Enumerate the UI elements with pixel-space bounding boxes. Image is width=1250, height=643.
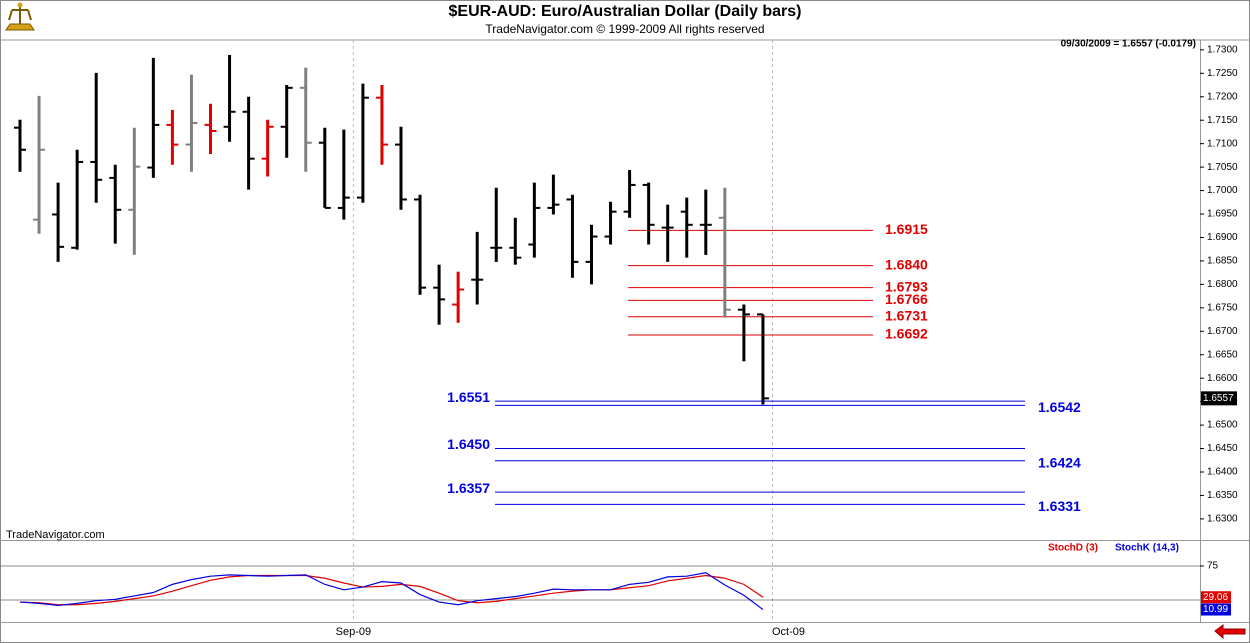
watermark: TradeNavigator.com (6, 529, 105, 541)
y-tick-label: 1.7150 (1207, 115, 1238, 126)
y-tick-label: 1.6800 (1207, 279, 1238, 290)
level-label: 1.6551 (447, 389, 490, 405)
y-tick-label: 1.6950 (1207, 209, 1238, 220)
y-tick-label: 1.6700 (1207, 326, 1238, 337)
last-value-label: 29.06 (1203, 592, 1228, 603)
level-label: 1.6450 (447, 436, 490, 452)
level-label: 1.6793 (885, 278, 928, 294)
y-tick-label: 75 (1207, 561, 1219, 572)
status: 09/30/2009 = 1.6557 (-0.0179) (1061, 39, 1196, 50)
nav-arrow[interactable] (1214, 624, 1246, 640)
last-price-label: 1.6557 (1203, 393, 1234, 404)
y-tick-label: 1.7250 (1207, 68, 1238, 79)
chart-subtitle: TradeNavigator.com © 1999-2009 All right… (485, 22, 764, 36)
level-label: 1.6542 (1038, 399, 1081, 415)
y-tick-label: 1.6500 (1207, 420, 1238, 431)
level-label: 1.6840 (885, 256, 928, 272)
y-tick-label: 1.7100 (1207, 138, 1238, 149)
level-label: 1.6692 (885, 326, 928, 342)
last-value-label: 10.99 (1203, 604, 1228, 615)
y-tick-label: 1.7200 (1207, 91, 1238, 102)
level-label: 1.6357 (447, 480, 490, 496)
x-tick-label: Oct-09 (772, 626, 805, 638)
y-tick-label: 1.6650 (1207, 349, 1238, 360)
last-value-box (1201, 603, 1231, 616)
legend-entry: StochD (3) (1048, 543, 1098, 554)
indicator-line (19, 572, 764, 611)
x-tick-label: Sep-09 (336, 626, 371, 638)
y-tick-label: 1.6900 (1207, 232, 1238, 243)
y-tick-label: 1.6450 (1207, 443, 1238, 454)
chart-title: $EUR-AUD: Euro/Australian Dollar (Daily … (449, 3, 802, 20)
y-tick-label: 1.6600 (1207, 373, 1238, 384)
logo (5, 2, 35, 31)
y-tick-label: 1.6350 (1207, 490, 1238, 501)
level-label: 1.6424 (1038, 454, 1081, 470)
y-tick-label: 1.7050 (1207, 162, 1238, 173)
y-tick-label: 1.6300 (1207, 514, 1238, 525)
last-price-box (1201, 391, 1237, 406)
y-tick-label: 1.6850 (1207, 256, 1238, 267)
y-tick-label: 1.7000 (1207, 185, 1238, 196)
legend-entry: StochK (14,3) (1115, 543, 1179, 554)
indicator-line (19, 574, 764, 606)
y-tick-label: 1.7300 (1207, 44, 1238, 55)
last-value-box (1201, 591, 1231, 604)
level-label: 1.6766 (885, 291, 928, 307)
y-tick-label: 1.6400 (1207, 467, 1238, 478)
level-label: 1.6731 (885, 307, 928, 323)
level-label: 1.6331 (1038, 498, 1081, 514)
level-label: 1.6915 (885, 221, 928, 237)
y-tick-label: 1.6750 (1207, 302, 1238, 313)
